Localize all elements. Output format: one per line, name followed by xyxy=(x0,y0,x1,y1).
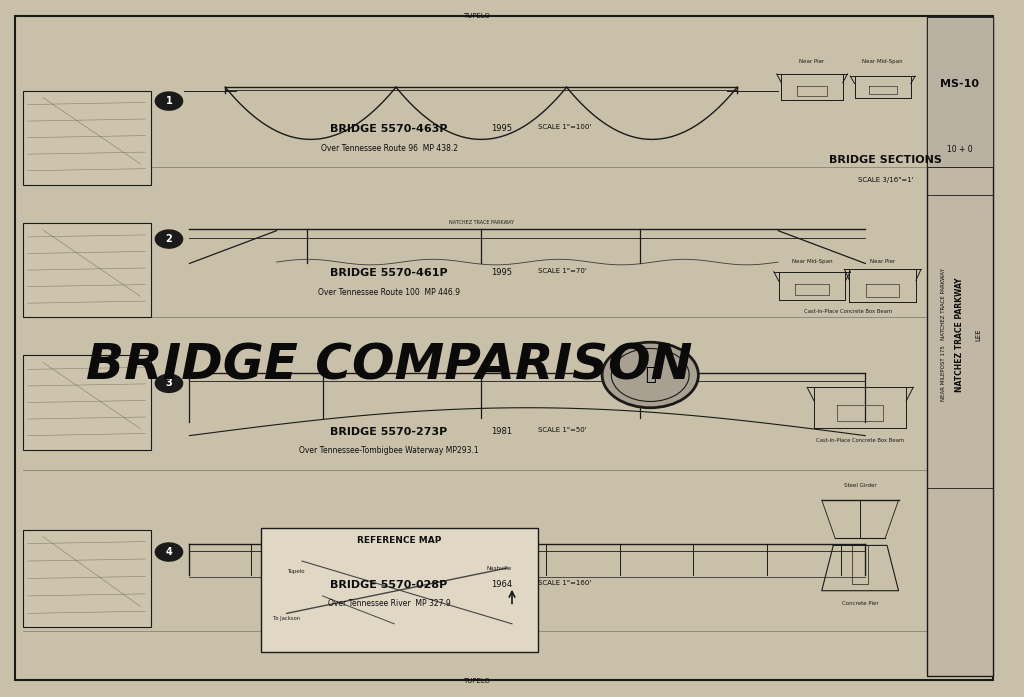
Text: 1995: 1995 xyxy=(492,124,513,133)
Text: 1: 1 xyxy=(166,96,172,106)
Text: Nashville: Nashville xyxy=(486,565,512,571)
Bar xyxy=(23,530,151,627)
Text: BRIDGE SECTIONS: BRIDGE SECTIONS xyxy=(829,155,942,165)
Bar xyxy=(23,355,151,450)
Text: NEAR MILEPOST 175   NATCHEZ TRACE PARKWAY: NEAR MILEPOST 175 NATCHEZ TRACE PARKWAY xyxy=(941,268,945,401)
Circle shape xyxy=(155,229,183,249)
Text: 3: 3 xyxy=(166,378,172,388)
Text: 4: 4 xyxy=(166,547,172,557)
Text: 2: 2 xyxy=(166,234,172,244)
Bar xyxy=(927,17,993,676)
Text: 1995: 1995 xyxy=(492,268,513,277)
Text: REFERENCE MAP: REFERENCE MAP xyxy=(357,536,441,545)
Text: SCALE 1"=100': SCALE 1"=100' xyxy=(538,124,591,130)
Text: BRIDGE 5570-461P: BRIDGE 5570-461P xyxy=(331,268,447,278)
Text: NATCHEZ TRACE PARKWAY: NATCHEZ TRACE PARKWAY xyxy=(955,277,964,392)
Text: Over Tennessee Route 100  MP 446.9: Over Tennessee Route 100 MP 446.9 xyxy=(318,288,460,297)
Text: SCALE 1"=50': SCALE 1"=50' xyxy=(538,427,586,433)
Text: LEE: LEE xyxy=(975,328,981,341)
Text: Over Tennessee Route 96  MP 438.2: Over Tennessee Route 96 MP 438.2 xyxy=(321,144,458,153)
Text: MS-10: MS-10 xyxy=(940,79,979,89)
Text: NATCHEZ TRACE PARKWAY: NATCHEZ TRACE PARKWAY xyxy=(449,220,514,225)
Text: 1981: 1981 xyxy=(492,427,513,436)
Text: Concrete Pier: Concrete Pier xyxy=(842,601,879,606)
Text: Cast-In-Place Concrete Box Beam: Cast-In-Place Concrete Box Beam xyxy=(804,309,892,314)
Text: Cast-In-Place Concrete Box Beam: Cast-In-Place Concrete Box Beam xyxy=(816,438,904,443)
Text: 1964: 1964 xyxy=(492,580,513,589)
Text: BRIDGE 5570-028P: BRIDGE 5570-028P xyxy=(331,580,447,590)
Text: 🏇: 🏇 xyxy=(645,366,655,384)
Bar xyxy=(927,17,993,167)
Text: SCALE 1"=160': SCALE 1"=160' xyxy=(538,580,591,586)
Circle shape xyxy=(602,342,698,408)
Text: TUPELO: TUPELO xyxy=(463,678,489,684)
Bar xyxy=(23,223,151,317)
Text: Near Pier: Near Pier xyxy=(800,59,824,64)
Text: Near Pier: Near Pier xyxy=(870,259,895,264)
Text: Over Tennessee River  MP 327.9: Over Tennessee River MP 327.9 xyxy=(328,599,451,608)
Text: Steel Girder: Steel Girder xyxy=(844,482,877,488)
Text: Near Mid-Span: Near Mid-Span xyxy=(862,59,903,64)
Circle shape xyxy=(155,91,183,111)
Text: Tupelo: Tupelo xyxy=(287,569,304,574)
Text: BRIDGE 5570-273P: BRIDGE 5570-273P xyxy=(331,427,447,436)
Bar xyxy=(261,528,538,652)
Text: Over Tennessee-Tombigbee Waterway MP293.1: Over Tennessee-Tombigbee Waterway MP293.… xyxy=(299,446,479,455)
Text: BRIDGE COMPARISON: BRIDGE COMPARISON xyxy=(86,342,692,390)
Text: BRIDGE 5570-463P: BRIDGE 5570-463P xyxy=(331,124,447,134)
Text: TUPELO: TUPELO xyxy=(463,13,489,19)
Circle shape xyxy=(155,542,183,562)
Text: SCALE 3/16"=1': SCALE 3/16"=1' xyxy=(858,177,913,183)
Bar xyxy=(23,91,151,185)
Text: SCALE 1"=70': SCALE 1"=70' xyxy=(538,268,587,275)
Text: To Jackson: To Jackson xyxy=(273,615,300,621)
Circle shape xyxy=(155,374,183,393)
Text: 10 + 0: 10 + 0 xyxy=(946,146,973,154)
Text: Near Mid-Span: Near Mid-Span xyxy=(792,259,833,264)
